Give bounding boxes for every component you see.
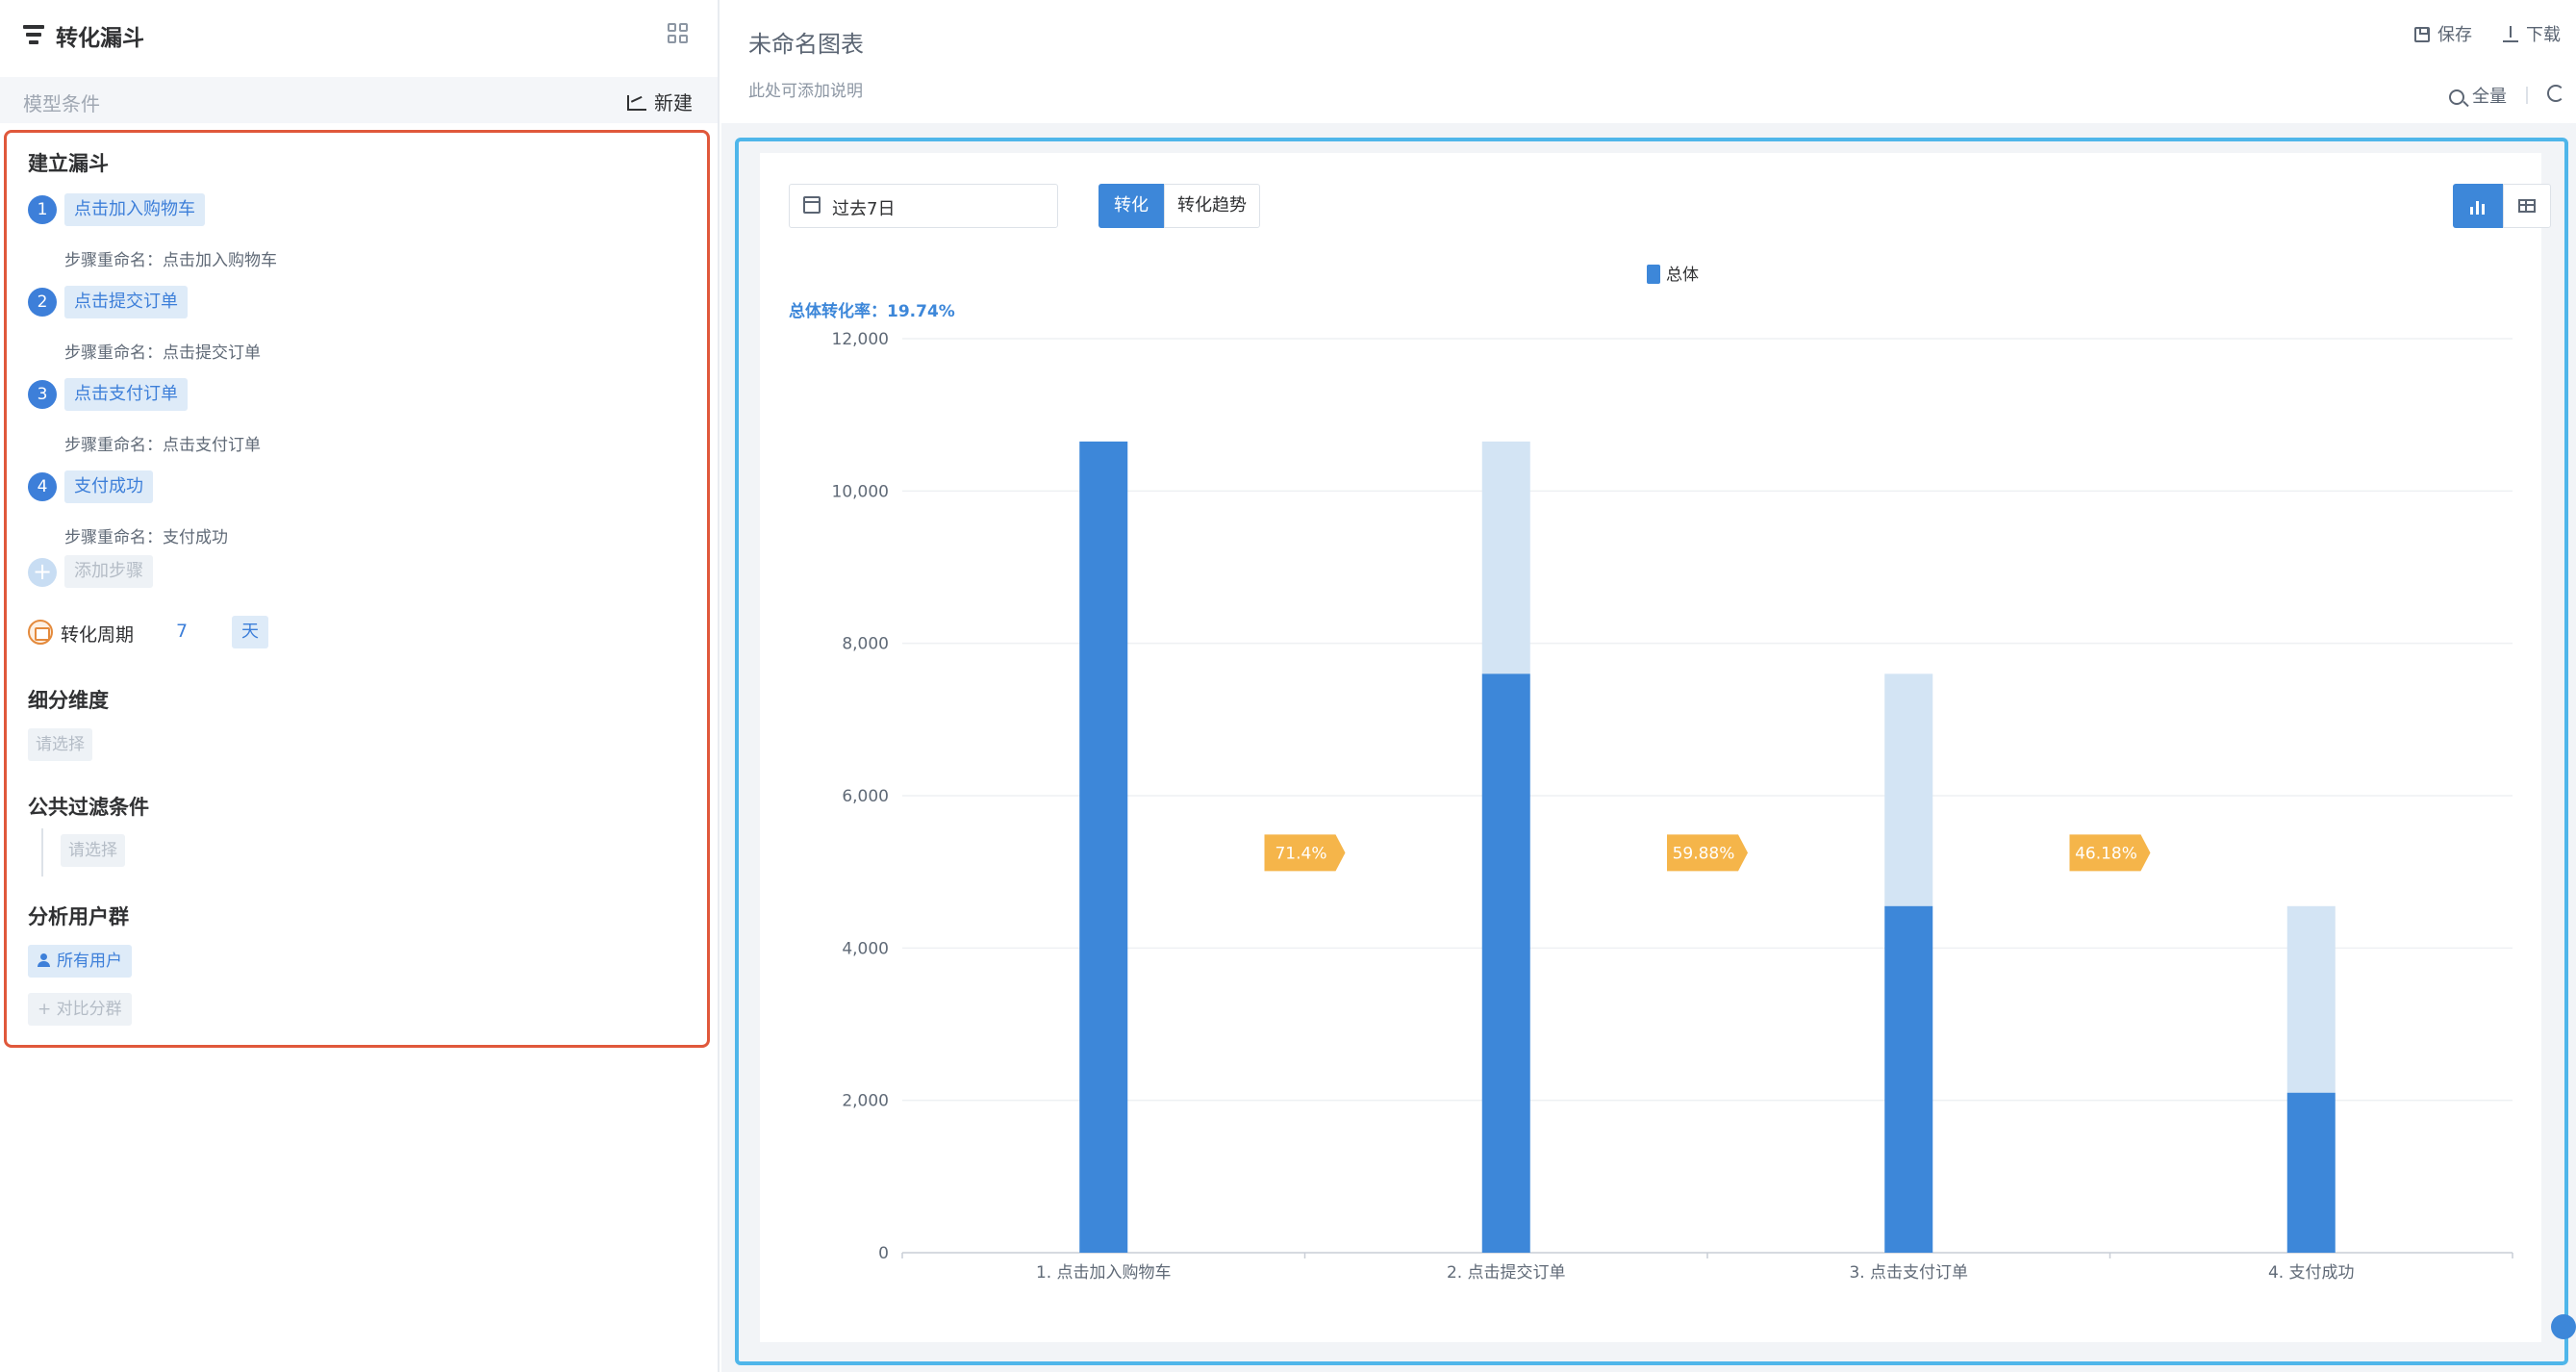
calendar-icon — [803, 196, 821, 214]
previous-step-bar — [2286, 905, 2336, 1093]
y-tick-label: 6,000 — [842, 787, 889, 806]
step-event-tag[interactable]: 支付成功 — [64, 470, 153, 503]
conversion-rate-label: 71.4% — [1275, 844, 1326, 863]
chart-area-box: 0 2,000 4,000 6,000 8,000 10,000 12,000 1. 点击加入… — [735, 138, 2568, 1365]
step-rename[interactable]: 步骤重命名：点击提交订单 — [64, 343, 261, 363]
legend-item[interactable]: 总体 — [1647, 261, 1699, 285]
new-button[interactable]: 新建 — [627, 88, 693, 115]
legend-label: 总体 — [1666, 266, 1699, 285]
y-tick-label: 10,000 — [832, 482, 889, 501]
step-event-tag[interactable]: 点击加入购物车 — [64, 193, 205, 226]
users-icon — [38, 953, 51, 967]
step-event-tag[interactable]: 点击支付订单 — [64, 378, 188, 411]
bar — [2286, 1092, 2336, 1253]
calendar-icon — [28, 620, 53, 645]
x-tick-label: 2. 点击提交订单 — [1447, 1263, 1566, 1283]
refresh-icon[interactable] — [2547, 85, 2564, 102]
bar — [1079, 441, 1128, 1253]
new-chart-icon — [627, 95, 646, 111]
bar — [1884, 905, 1933, 1253]
chart-title[interactable]: 未命名图表 — [748, 31, 864, 58]
all-users-button[interactable]: 所有用户 — [28, 945, 132, 978]
help-bubble-icon[interactable] — [2551, 1314, 2576, 1339]
y-tick-label: 2,000 — [842, 1092, 889, 1111]
y-tick-label: 12,000 — [832, 330, 889, 349]
model-conditions-label: 模型条件 — [23, 92, 100, 115]
left-panel: 转化漏斗 模型条件 新建 建立漏斗 1 点击加入购物车 步骤重命名：点击加入购物… — [0, 0, 720, 1372]
funnel-config-box: 建立漏斗 1 点击加入购物车 步骤重命名：点击加入购物车 2 点击提交订单 步骤… — [4, 130, 710, 1048]
chart-description[interactable]: 此处可添加说明 — [748, 82, 863, 101]
step-rename[interactable]: 步骤重命名：点击加入购物车 — [64, 251, 277, 270]
add-step-icon[interactable]: + — [28, 558, 57, 587]
chart-card: 0 2,000 4,000 6,000 8,000 10,000 12,000 1. 点击加入… — [760, 153, 2551, 1342]
step-number: 2 — [28, 288, 57, 317]
dimension-select[interactable]: 请选择 — [28, 728, 92, 761]
filter-title: 公共过滤条件 — [28, 796, 149, 819]
compare-group-button[interactable]: + 对比分群 — [28, 993, 132, 1026]
right-panel: 未命名图表 此处可添加说明 保存 下载 全量 0 2,000 4,000 6,000 8… — [721, 0, 2576, 1372]
legend-swatch — [1647, 265, 1660, 284]
conversion-rate-badge — [1667, 834, 1748, 872]
x-tick-label: 4. 支付成功 — [2268, 1263, 2355, 1283]
y-tick-label: 8,000 — [842, 635, 889, 654]
dimension-title: 细分维度 — [28, 689, 109, 712]
save-button[interactable]: 保存 — [2414, 21, 2472, 46]
filter-funnel-icon — [23, 25, 44, 44]
chart-header: 未命名图表 此处可添加说明 保存 下载 全量 — [721, 0, 2576, 123]
conversion-period-unit-select[interactable]: 天 — [232, 616, 268, 648]
previous-step-bar — [1884, 673, 1933, 906]
step-event-tag[interactable]: 点击提交订单 — [64, 286, 188, 318]
search-icon — [2449, 89, 2464, 105]
filter-select[interactable]: 请选择 — [61, 834, 125, 867]
conversion-period-label: 转化周期 — [61, 624, 135, 646]
x-tick-label: 1. 点击加入购物车 — [1036, 1263, 1172, 1283]
filter-divider — [41, 828, 43, 877]
funnel-bar-chart: 0 2,000 4,000 6,000 8,000 10,000 12,000 1. 点击加入… — [832, 330, 2513, 1283]
scope-button[interactable]: 全量 — [2449, 83, 2507, 108]
model-conditions-bar: 模型条件 新建 — [0, 77, 718, 123]
download-icon — [2503, 26, 2518, 43]
date-range-picker[interactable]: 过去7日 — [789, 184, 1058, 228]
save-icon — [2414, 27, 2430, 42]
left-header: 转化漏斗 — [0, 0, 718, 71]
tab-conversion-trend[interactable]: 转化趋势 — [1164, 184, 1260, 228]
user-group-title: 分析用户群 — [28, 905, 129, 928]
grid-view-icon[interactable] — [668, 23, 689, 44]
download-button[interactable]: 下载 — [2503, 21, 2561, 46]
step-number: 3 — [28, 380, 57, 409]
new-button-label: 新建 — [654, 91, 693, 114]
conversion-rate-badge — [2069, 834, 2151, 872]
y-tick-label: 4,000 — [842, 939, 889, 958]
build-funnel-title: 建立漏斗 — [28, 152, 109, 175]
bar-chart-view-icon[interactable] — [2453, 184, 2503, 228]
all-users-label: 所有用户 — [57, 952, 122, 971]
conversion-rate-label: 46.18% — [2075, 844, 2137, 863]
conversion-period-input[interactable]: 7 — [175, 621, 189, 642]
step-rename[interactable]: 步骤重命名：支付成功 — [64, 528, 228, 547]
tab-conversion[interactable]: 转化 — [1099, 184, 1164, 228]
overall-conversion-rate: 总体转化率：19.74% — [789, 302, 955, 321]
step-rename[interactable]: 步骤重命名：点击支付订单 — [64, 436, 261, 455]
panel-title: 转化漏斗 — [56, 26, 144, 51]
step-number: 4 — [28, 472, 57, 501]
x-tick-label: 3. 点击支付订单 — [1849, 1263, 1968, 1283]
step-number: 1 — [28, 195, 57, 224]
scope-label: 全量 — [2472, 87, 2507, 107]
add-step-button[interactable]: 添加步骤 — [64, 555, 153, 588]
toolbar-divider — [2526, 87, 2528, 104]
previous-step-bar — [1481, 441, 1530, 674]
save-label: 保存 — [2437, 25, 2472, 45]
table-view-icon[interactable] — [2503, 184, 2551, 228]
date-range-label: 过去7日 — [832, 199, 896, 219]
conversion-rate-badge — [1264, 834, 1346, 872]
bar — [1481, 673, 1530, 1253]
download-label: 下载 — [2526, 25, 2561, 45]
conversion-rate-label: 59.88% — [1673, 844, 1735, 863]
y-tick-label: 0 — [878, 1244, 889, 1263]
